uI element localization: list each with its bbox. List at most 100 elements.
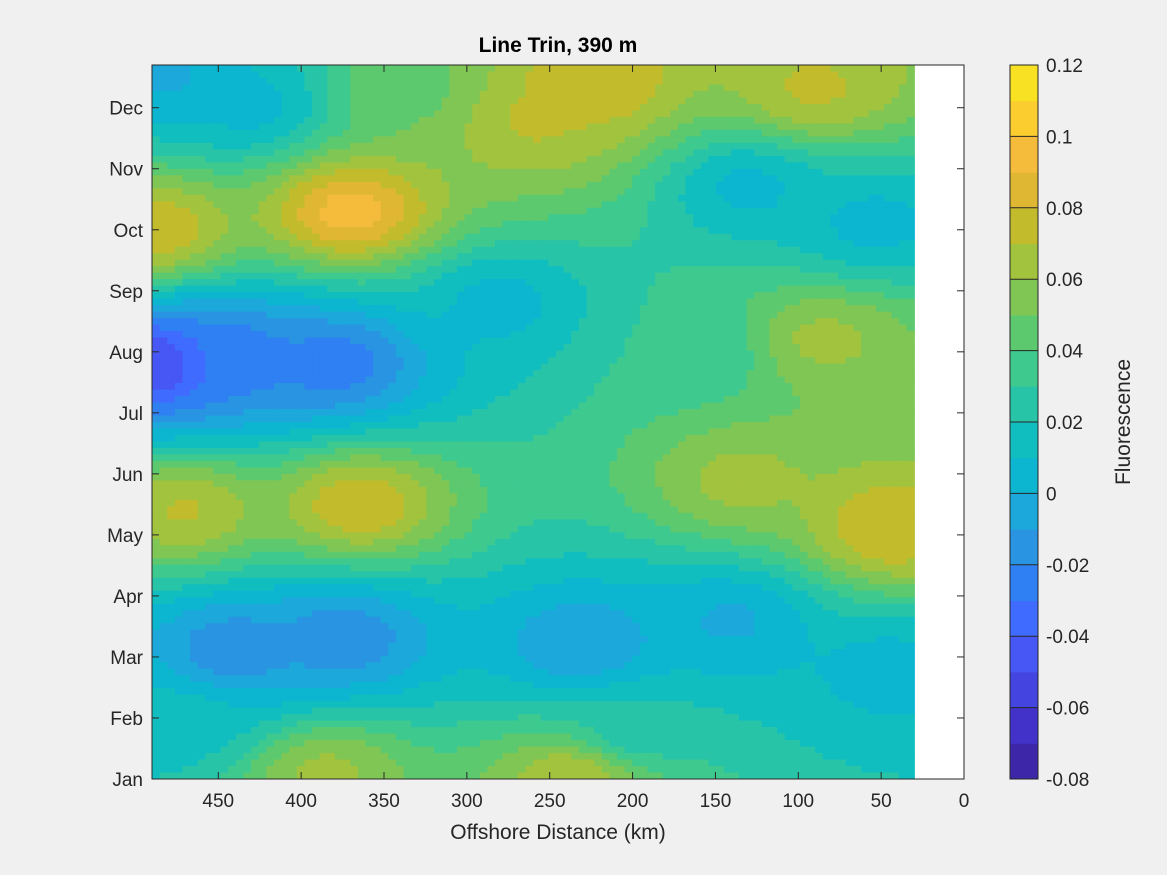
- contour-cell: [899, 201, 908, 209]
- contour-cell: [571, 214, 580, 222]
- contour-cell: [190, 344, 199, 352]
- contour-cell: [815, 136, 824, 144]
- contour-cell: [411, 298, 420, 306]
- contour-cell: [495, 285, 504, 293]
- contour-cell: [601, 162, 610, 170]
- contour-cell: [685, 363, 694, 371]
- contour-cell: [205, 175, 214, 183]
- contour-cell: [571, 266, 580, 274]
- contour-cell: [281, 331, 290, 339]
- contour-cell: [677, 253, 687, 261]
- contour-cell: [167, 227, 176, 235]
- contour-cell: [266, 331, 275, 339]
- contour-cell: [639, 123, 649, 131]
- contour-cell: [296, 214, 306, 222]
- contour-cell: [609, 324, 618, 332]
- contour-cell: [487, 305, 496, 313]
- contour-cell: [746, 350, 755, 358]
- contour-cell: [738, 65, 748, 73]
- contour-cell: [152, 266, 161, 274]
- contour-cell: [266, 279, 275, 287]
- contour-cell: [899, 90, 908, 99]
- contour-cell: [197, 188, 206, 196]
- contour-cell: [281, 77, 290, 86]
- contour-cell: [273, 298, 283, 306]
- contour-cell: [251, 188, 260, 196]
- contour-cell: [456, 272, 466, 280]
- contour-cell: [746, 181, 755, 189]
- contour-cell: [502, 136, 511, 144]
- contour-cell: [685, 292, 694, 300]
- contour-cell: [342, 311, 351, 319]
- contour-cell: [540, 214, 549, 222]
- contour-cell: [373, 227, 382, 235]
- contour-cell: [266, 129, 275, 137]
- contour-cell: [487, 129, 496, 137]
- contour-cell: [152, 97, 161, 105]
- contour-cell: [677, 65, 687, 73]
- contour-cell: [571, 383, 580, 391]
- contour-cell: [334, 129, 344, 137]
- contour-cell: [502, 90, 511, 99]
- contour-cell: [357, 337, 367, 345]
- contour-cell: [685, 65, 694, 73]
- contour-cell: [548, 168, 557, 176]
- contour-cell: [182, 259, 191, 267]
- contour-cell: [609, 337, 618, 345]
- contour-cell: [853, 142, 862, 150]
- contour-cell: [860, 266, 870, 274]
- contour-cell: [586, 110, 595, 118]
- contour-cell: [495, 363, 504, 371]
- contour-cell: [632, 142, 641, 150]
- contour-cell: [266, 155, 275, 163]
- contour-cell: [639, 181, 649, 189]
- contour-cell: [434, 162, 443, 170]
- contour-cell: [815, 155, 824, 163]
- contour-cell: [685, 344, 694, 352]
- contour-cell: [685, 162, 694, 170]
- contour-cell: [258, 162, 267, 170]
- contour-cell: [502, 266, 511, 274]
- contour-cell: [723, 77, 732, 86]
- contour-cell: [441, 162, 450, 170]
- contour-cell: [761, 246, 771, 254]
- contour-cell: [403, 259, 412, 267]
- contour-cell: [799, 90, 809, 99]
- contour-cell: [754, 77, 763, 86]
- contour-cell: [838, 337, 847, 345]
- contour-cell: [434, 311, 443, 319]
- contour-cell: [380, 311, 389, 319]
- contour-cell: [769, 77, 778, 86]
- contour-cell: [838, 71, 847, 79]
- contour-cell: [563, 227, 572, 235]
- contour-cell: [784, 292, 793, 300]
- contour-cell: [822, 162, 832, 170]
- contour-cell: [365, 103, 374, 112]
- contour-cell: [304, 370, 313, 378]
- contour-cell: [601, 311, 610, 319]
- contour-cell: [563, 305, 572, 313]
- contour-cell: [792, 162, 801, 170]
- contour-cell: [152, 363, 161, 371]
- contour-cell: [639, 298, 649, 306]
- contour-cell: [228, 181, 237, 189]
- contour-cell: [746, 97, 755, 105]
- contour-cell: [319, 181, 328, 189]
- contour-cell: [304, 123, 313, 131]
- contour-cell: [472, 370, 481, 378]
- contour-cell: [647, 207, 656, 215]
- contour-cell: [517, 344, 527, 352]
- contour-cell: [769, 116, 778, 125]
- contour-cell: [769, 370, 778, 378]
- contour-cell: [327, 285, 336, 293]
- contour-cell: [357, 344, 367, 352]
- contour-cell: [853, 110, 862, 118]
- contour-cell: [174, 188, 184, 196]
- contour-cell: [891, 194, 900, 202]
- contour-cell: [670, 97, 679, 105]
- contour-cell: [899, 253, 908, 261]
- contour-cell: [677, 116, 687, 125]
- contour-cell: [472, 162, 481, 170]
- contour-cell: [243, 181, 252, 189]
- contour-cell: [456, 337, 466, 345]
